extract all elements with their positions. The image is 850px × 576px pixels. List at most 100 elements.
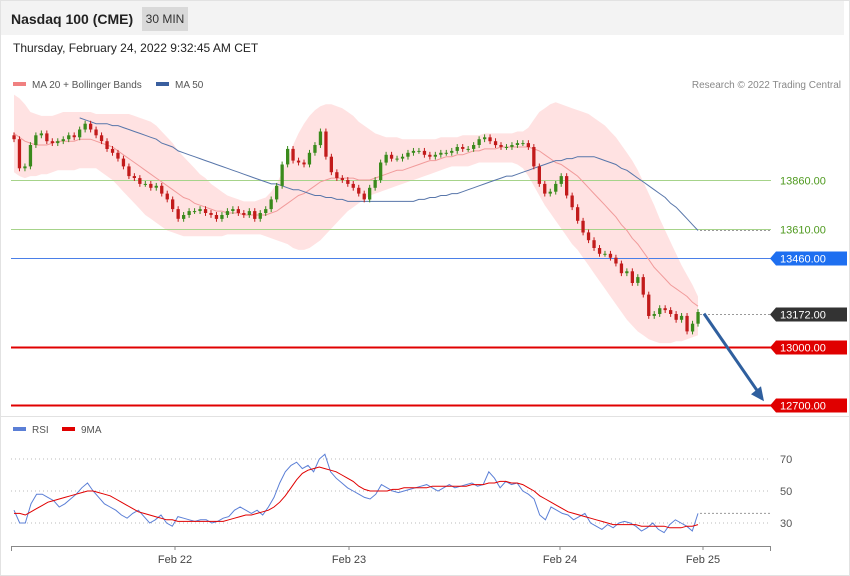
candle: [362, 193, 366, 200]
candle: [477, 139, 481, 145]
candle: [242, 213, 246, 215]
candle: [324, 131, 328, 157]
candle: [253, 211, 257, 219]
candle: [406, 152, 410, 157]
candle: [187, 211, 191, 215]
candle: [685, 315, 689, 332]
legend-label: MA 20 + Bollinger Bands: [32, 80, 142, 91]
candle: [351, 183, 355, 188]
candle: [652, 314, 656, 316]
rsi-9ma-line: [14, 466, 699, 529]
candle: [603, 253, 607, 255]
timeframe-button[interactable]: 30 MIN: [142, 7, 188, 31]
candle: [346, 180, 350, 184]
legend-label: MA 50: [175, 80, 204, 91]
candle: [280, 164, 284, 186]
candle: [50, 141, 54, 144]
candle: [417, 150, 421, 152]
candle: [472, 145, 476, 149]
instrument-title: Nasdaq 100 (CME): [11, 11, 134, 27]
candle: [493, 141, 498, 146]
rsi-tick-label: 30: [780, 518, 792, 530]
candle: [690, 323, 695, 332]
chart-header: Nasdaq 100 (CME) 30 MIN: [1, 1, 844, 35]
rsi-tick-label: 50: [780, 486, 792, 498]
candle: [329, 156, 333, 173]
candle: [335, 172, 339, 178]
level-label: 13610.00: [780, 225, 826, 237]
candle: [504, 147, 509, 148]
candle: [171, 199, 175, 210]
candle: [641, 277, 645, 295]
candle: [647, 294, 651, 316]
candle: [368, 187, 372, 200]
candle: [264, 209, 268, 213]
candle: [209, 213, 213, 215]
candle: [537, 166, 541, 184]
candle: [483, 137, 487, 140]
candle: [466, 148, 470, 150]
candle: [696, 312, 700, 324]
candle: [286, 148, 290, 165]
x-tick-label: Feb 23: [332, 554, 366, 566]
candle: [203, 209, 208, 213]
candle: [99, 135, 104, 142]
candle: [488, 137, 492, 142]
candle: [630, 271, 634, 283]
candle: [576, 207, 580, 221]
candle: [674, 314, 678, 320]
candle: [165, 193, 169, 200]
candle: [34, 135, 38, 145]
credit-text: Research © 2022 Trading Central: [691, 80, 841, 91]
candle: [455, 147, 459, 151]
candle: [23, 166, 27, 169]
candle: [110, 148, 115, 153]
candle: [461, 147, 465, 149]
ma20-line: [13, 132, 699, 307]
candle: [559, 176, 563, 184]
legend-swatch: [13, 427, 26, 432]
candle: [565, 176, 569, 196]
candle: [592, 240, 596, 248]
candle: [121, 158, 126, 167]
candle: [291, 148, 295, 161]
candle: [28, 145, 33, 167]
candle: [428, 154, 432, 157]
candle: [275, 185, 279, 200]
candle: [176, 209, 180, 219]
candle: [192, 211, 197, 213]
candle: [357, 187, 361, 194]
candle: [143, 183, 147, 185]
price-tag-label: 13172.00: [780, 310, 826, 322]
candle: [236, 209, 240, 213]
candle: [94, 129, 98, 136]
rsi-tick-label: 70: [780, 454, 792, 466]
candle: [554, 183, 558, 192]
candle: [581, 220, 585, 233]
candle: [679, 315, 684, 320]
candle: [154, 185, 158, 188]
candle: [45, 133, 49, 142]
candle: [67, 135, 71, 140]
timestamp: Thursday, February 24, 2022 9:32:45 AM C…: [13, 41, 259, 55]
price-tag-label: 12700.00: [780, 401, 826, 413]
candle: [198, 209, 202, 211]
x-tick-label: Feb 25: [686, 554, 720, 566]
legend-swatch: [156, 82, 169, 87]
candle: [510, 145, 514, 147]
candle: [586, 232, 591, 241]
candle: [132, 176, 136, 178]
candle: [182, 215, 186, 219]
candle: [570, 195, 574, 208]
candle: [138, 178, 142, 184]
candle: [12, 135, 16, 140]
candle: [296, 160, 301, 163]
candle: [373, 180, 377, 188]
candle: [597, 248, 602, 254]
candle: [439, 152, 443, 155]
candle: [411, 150, 416, 153]
candle: [548, 191, 552, 194]
candle: [608, 253, 613, 258]
candle: [116, 152, 120, 159]
